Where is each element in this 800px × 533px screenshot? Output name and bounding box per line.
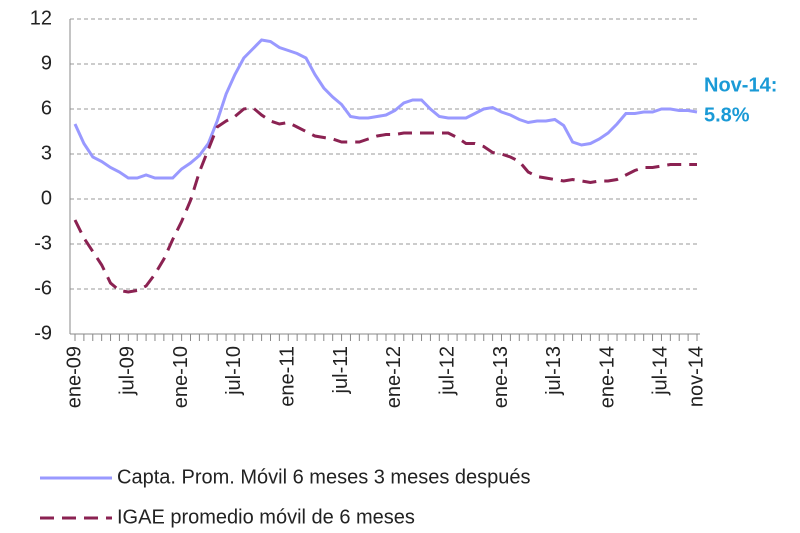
legend-label: IGAE promedio móvil de 6 meses [117,506,415,528]
x-tick-label: jul-13 [543,346,565,396]
x-tick-label: jul-11 [330,346,352,394]
legend-label: Capta. Prom. Móvil 6 meses 3 meses despu… [117,466,531,488]
annotation: 5.8% [704,104,750,126]
annotation: Nov-14: [704,74,777,96]
x-tick-label: ene-09 [63,346,85,408]
series-line [73,38,698,180]
x-tick-label: ene-13 [490,346,512,408]
x-tick-label: nov-14 [685,346,707,407]
series-line [73,105,697,294]
y-tick-label: 6 [41,97,52,119]
x-tick-label: jul-09 [117,346,139,396]
y-tick-label: 12 [30,7,52,29]
y-tick-label: -9 [34,322,52,344]
y-tick-label: -3 [34,232,52,254]
x-tick-label: ene-11 [277,346,299,407]
x-tick-label: ene-12 [383,346,405,408]
x-tick-label: jul-12 [436,346,458,396]
y-tick-label: 9 [41,52,52,74]
y-tick-label: 3 [41,142,52,164]
y-tick-label: 0 [41,187,52,209]
y-tick-label: -6 [34,277,52,299]
x-tick-label: ene-14 [596,346,618,408]
x-tick-label: jul-10 [223,346,245,396]
x-tick-label: jul-14 [650,346,672,396]
x-tick-label: ene-10 [170,346,192,408]
